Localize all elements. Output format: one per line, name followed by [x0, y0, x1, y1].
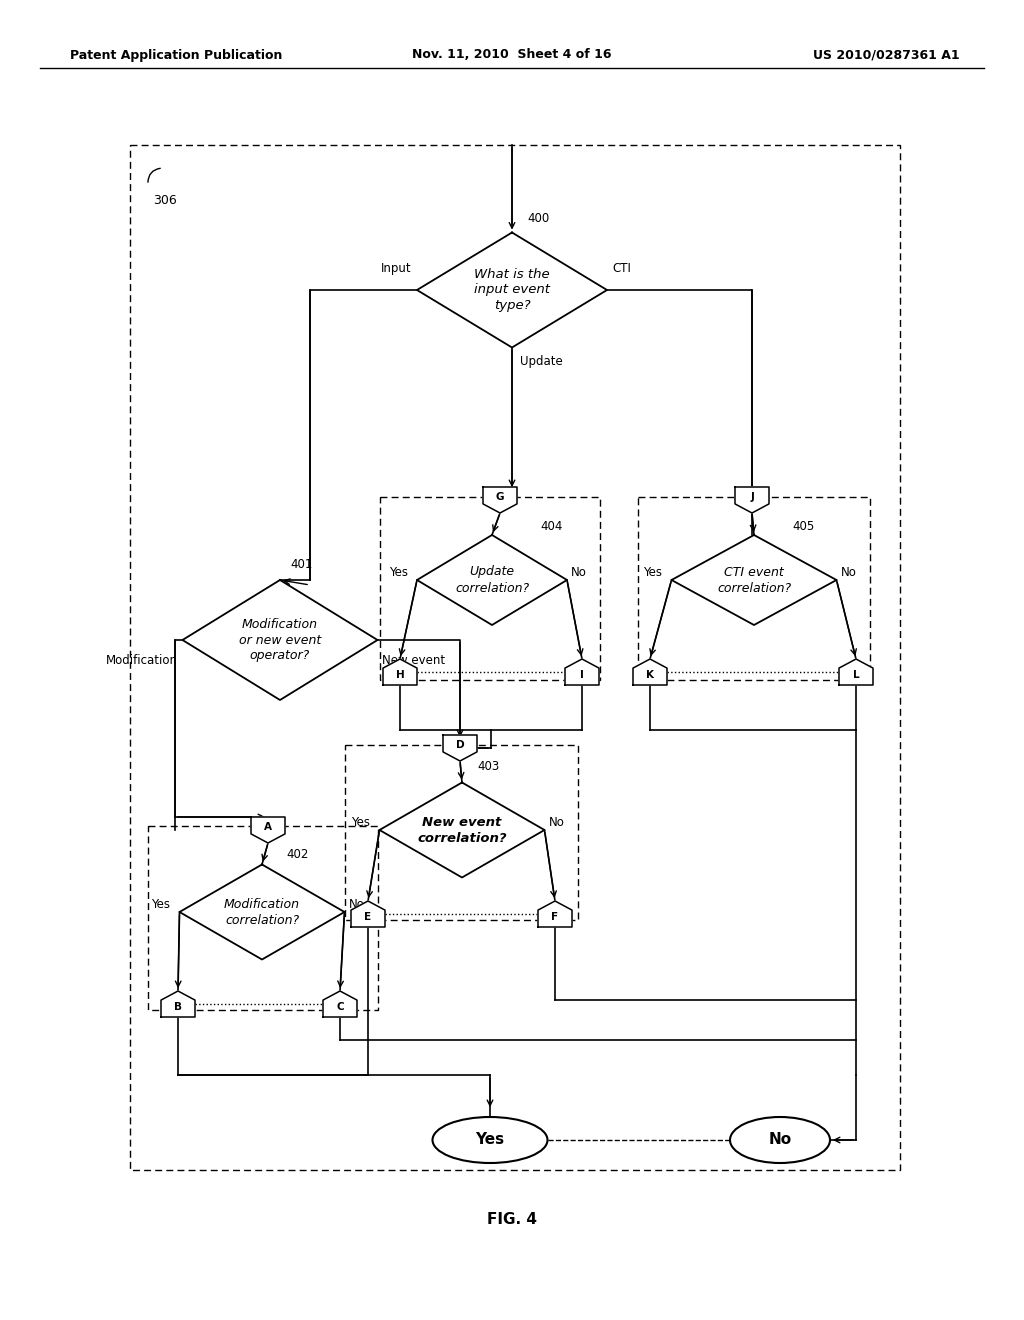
Polygon shape [380, 783, 545, 878]
Text: D: D [456, 739, 464, 750]
Polygon shape [182, 579, 378, 700]
Polygon shape [565, 659, 599, 685]
Polygon shape [179, 865, 344, 960]
Text: Input: Input [381, 261, 412, 275]
Polygon shape [443, 735, 477, 762]
Text: No: No [348, 898, 365, 911]
Ellipse shape [432, 1117, 548, 1163]
Text: No: No [571, 565, 587, 578]
Text: FIG. 4: FIG. 4 [487, 1213, 537, 1228]
Text: A: A [264, 822, 272, 832]
Text: Modification
or new event
operator?: Modification or new event operator? [239, 618, 322, 663]
Bar [345, 744, 578, 920]
Text: 306: 306 [154, 194, 177, 206]
Text: G: G [496, 492, 504, 502]
Polygon shape [351, 902, 385, 927]
Text: L: L [853, 671, 859, 680]
Bar [380, 498, 600, 680]
Text: New event
correlation?: New event correlation? [417, 816, 507, 845]
Polygon shape [251, 817, 285, 843]
Text: 401: 401 [290, 558, 312, 572]
Text: I: I [580, 671, 584, 680]
Text: J: J [750, 492, 754, 502]
Text: Modification
correlation?: Modification correlation? [224, 898, 300, 927]
Text: E: E [365, 912, 372, 923]
Text: Patent Application Publication: Patent Application Publication [70, 49, 283, 62]
Polygon shape [633, 659, 667, 685]
Text: F: F [552, 912, 558, 923]
Text: 403: 403 [477, 760, 500, 774]
Text: Modification: Modification [105, 653, 177, 667]
Text: No: No [549, 816, 564, 829]
Bar [638, 498, 870, 680]
Text: Yes: Yes [643, 565, 663, 578]
Text: Nov. 11, 2010  Sheet 4 of 16: Nov. 11, 2010 Sheet 4 of 16 [413, 49, 611, 62]
Text: 404: 404 [540, 520, 562, 533]
Bar [130, 145, 900, 1170]
Text: What is the
input event
type?: What is the input event type? [474, 268, 550, 313]
Text: C: C [336, 1002, 344, 1012]
Text: Update
correlation?: Update correlation? [455, 565, 529, 594]
Polygon shape [735, 487, 769, 513]
Text: No: No [768, 1133, 792, 1147]
Polygon shape [483, 487, 517, 513]
Polygon shape [538, 902, 572, 927]
Polygon shape [161, 991, 195, 1016]
Text: Yes: Yes [152, 898, 171, 911]
Text: Yes: Yes [475, 1133, 505, 1147]
Text: H: H [395, 671, 404, 680]
Text: 402: 402 [286, 847, 308, 861]
Ellipse shape [730, 1117, 830, 1163]
Text: New event: New event [383, 653, 445, 667]
Text: Yes: Yes [389, 565, 408, 578]
Text: Update: Update [520, 355, 563, 368]
Bar [148, 826, 378, 1010]
Polygon shape [417, 232, 607, 347]
Polygon shape [323, 991, 357, 1016]
Polygon shape [417, 535, 567, 624]
Text: 400: 400 [527, 213, 549, 226]
Text: No: No [841, 565, 856, 578]
Polygon shape [672, 535, 837, 624]
Text: K: K [646, 671, 654, 680]
Text: US 2010/0287361 A1: US 2010/0287361 A1 [813, 49, 961, 62]
Polygon shape [839, 659, 873, 685]
Text: 405: 405 [792, 520, 814, 533]
Text: CTI: CTI [612, 261, 631, 275]
Text: B: B [174, 1002, 182, 1012]
Text: Yes: Yes [351, 816, 371, 829]
Text: CTI event
correlation?: CTI event correlation? [717, 565, 792, 594]
Polygon shape [383, 659, 417, 685]
